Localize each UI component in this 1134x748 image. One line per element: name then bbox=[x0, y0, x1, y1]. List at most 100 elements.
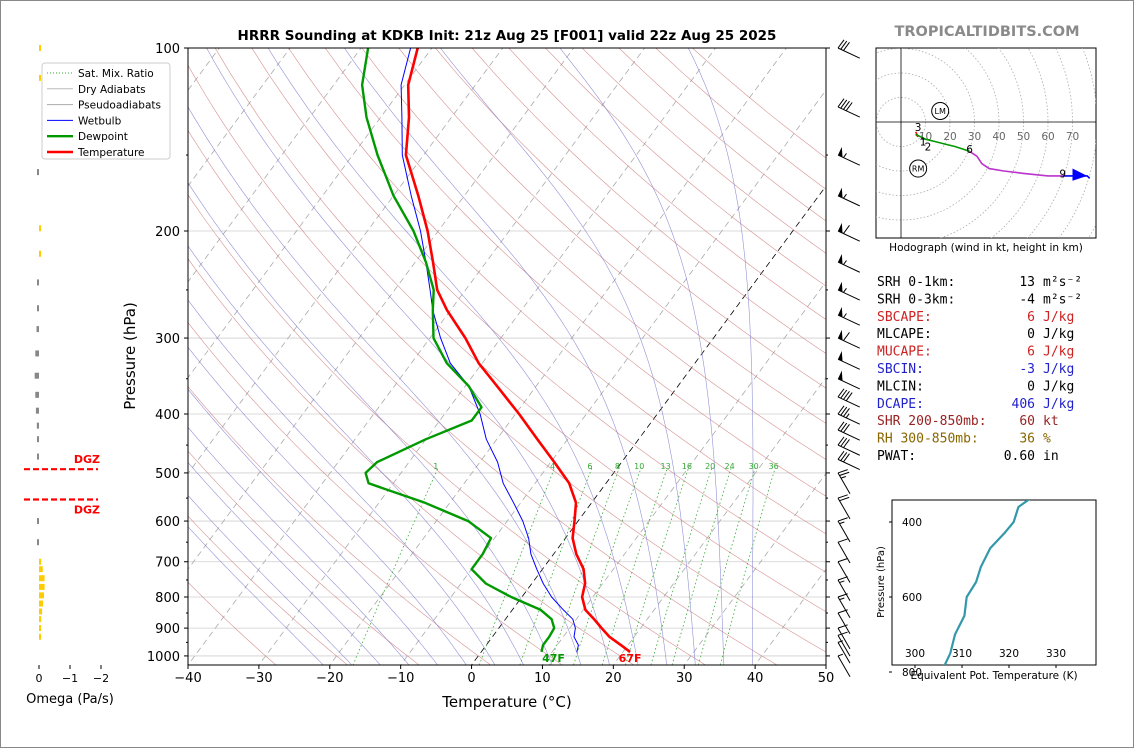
wind-barb bbox=[837, 494, 851, 520]
hodograph-ring-label: 30 bbox=[968, 131, 981, 143]
legend-label: Pseudoadiabats bbox=[78, 100, 161, 112]
hodograph-ring-label: 40 bbox=[992, 131, 1005, 143]
theta-e-x-tick-label: 300 bbox=[905, 648, 925, 660]
omega-bar bbox=[36, 326, 39, 333]
wind-barb bbox=[837, 640, 851, 664]
index-unit: m²s⁻² bbox=[1043, 275, 1082, 290]
hodograph-title: Hodograph (wind in kt, height in km) bbox=[889, 242, 1083, 254]
wind-barb-feather bbox=[839, 471, 850, 476]
omega-bar bbox=[35, 407, 39, 414]
wind-barb-staff bbox=[837, 444, 860, 456]
wind-barb-staff bbox=[837, 429, 860, 441]
index-unit: J/kg bbox=[1043, 379, 1074, 394]
omega-bar bbox=[39, 608, 43, 615]
hodograph-ring-label: 70 bbox=[1066, 131, 1079, 143]
dry-adiabat-line bbox=[188, 450, 420, 665]
omega-x-tick-label: −1 bbox=[62, 672, 78, 685]
wind-barb-half-feather bbox=[843, 313, 847, 318]
theta-e-panel: 300 310 320 330 400 600 800 bbox=[889, 499, 1097, 679]
theta-e-y-tick-label: 600 bbox=[902, 592, 922, 604]
index-label: RH 300-850mb: bbox=[877, 432, 979, 447]
wind-barb-feather bbox=[843, 332, 850, 341]
index-value: 0.60 bbox=[1004, 449, 1035, 464]
index-value: 13 bbox=[1019, 275, 1035, 290]
omega-bar bbox=[37, 453, 39, 460]
wind-barb-feather bbox=[837, 517, 848, 522]
storm-motion-circle bbox=[909, 159, 928, 178]
isotherm-line bbox=[258, 48, 716, 665]
mixing-ratio-label: 24 bbox=[724, 462, 734, 471]
index-label: SHR 200-850mb: bbox=[877, 414, 987, 429]
wind-barb bbox=[837, 421, 860, 441]
x-tick-label: −10 bbox=[387, 671, 414, 686]
wind-barb bbox=[837, 436, 860, 456]
omega-bar bbox=[39, 566, 43, 573]
wind-barb-feather bbox=[837, 624, 848, 629]
wind-barb-staff bbox=[837, 541, 851, 564]
dry-adiabat-line bbox=[361, 48, 826, 460]
x-tick-label: 50 bbox=[818, 671, 835, 686]
isotherm-line bbox=[612, 376, 826, 665]
wind-barb-feather bbox=[837, 576, 848, 581]
wind-barb bbox=[837, 538, 851, 564]
pseudoadiabat-line bbox=[344, 48, 668, 665]
omega-panel: 0 −1 −2 DGZ DGZ bbox=[24, 45, 109, 685]
y-tick-label: 700 bbox=[155, 556, 180, 571]
wind-barb bbox=[837, 388, 860, 408]
wind-barb-flag bbox=[838, 351, 843, 362]
theta-e-ylabel: Pressure (hPa) bbox=[876, 546, 887, 618]
wind-barb-feather bbox=[840, 422, 848, 432]
wind-barb-staff bbox=[837, 337, 860, 349]
wind-barb-feather bbox=[843, 424, 850, 433]
omega-bar bbox=[39, 600, 44, 607]
wind-barb-feather bbox=[837, 421, 845, 431]
wind-barb-feather bbox=[840, 452, 848, 461]
isotherm-line bbox=[188, 48, 575, 570]
legend-label: Temperature bbox=[77, 147, 145, 159]
isotherm-line bbox=[188, 48, 433, 379]
dry-adiabat-line bbox=[188, 194, 707, 665]
y-tick-label: 400 bbox=[155, 408, 180, 423]
index-label: MLCIN: bbox=[877, 379, 924, 394]
wind-barb-staff bbox=[837, 314, 860, 326]
wind-barb-feather bbox=[845, 102, 853, 112]
hodograph-ring-label: 50 bbox=[1017, 131, 1030, 143]
index-value: 6 bbox=[1027, 345, 1035, 360]
hodograph-frame bbox=[875, 47, 1097, 239]
index-label: MUCAPE: bbox=[877, 345, 932, 360]
theta-e-y-tick-label: 400 bbox=[902, 517, 922, 529]
wind-barb-staff bbox=[837, 497, 851, 520]
storm-motion-label: RM bbox=[912, 165, 925, 174]
wind-barb-feather bbox=[843, 439, 850, 448]
index-unit: J/kg bbox=[1043, 327, 1074, 342]
skewt-plot-frame bbox=[187, 47, 827, 666]
index-label: SRH 0-1km: bbox=[877, 275, 955, 290]
omega-bar bbox=[37, 518, 39, 525]
wind-barb-staff bbox=[837, 261, 860, 273]
omega-bar bbox=[39, 633, 41, 640]
hodograph-height-label: 6 bbox=[966, 144, 973, 156]
sounding-indices: SRH 0-1km: 13 m²s⁻² SRH 0-3km: -4 m²s⁻² SBCAPE… bbox=[877, 275, 1082, 464]
mixing-ratio-label: 1 bbox=[433, 462, 438, 471]
dry-adiabat-line bbox=[324, 48, 826, 497]
wind-barb-staff bbox=[837, 230, 860, 242]
dry-adiabat-line bbox=[251, 48, 826, 573]
wind-barb bbox=[837, 146, 860, 166]
omega-bar bbox=[39, 575, 45, 582]
index-value: 0 bbox=[1027, 327, 1035, 342]
x-tick-label: 20 bbox=[605, 671, 622, 686]
wind-barb-feather bbox=[843, 390, 850, 400]
wind-barb-feather bbox=[837, 450, 845, 460]
wind-barb-half-feather bbox=[837, 640, 843, 643]
index-value: -3 bbox=[1019, 362, 1035, 377]
wind-barb-feather bbox=[840, 99, 848, 109]
wind-barb bbox=[837, 624, 851, 650]
storm-motion-marker: LM bbox=[931, 101, 950, 120]
wind-barb-feather bbox=[845, 392, 853, 402]
hodograph-ring-label: 20 bbox=[943, 131, 956, 143]
wind-barb-half-feather bbox=[839, 597, 845, 601]
omega-bar bbox=[35, 350, 39, 357]
y-tick-label: 900 bbox=[155, 622, 180, 637]
omega-bar bbox=[37, 436, 39, 443]
